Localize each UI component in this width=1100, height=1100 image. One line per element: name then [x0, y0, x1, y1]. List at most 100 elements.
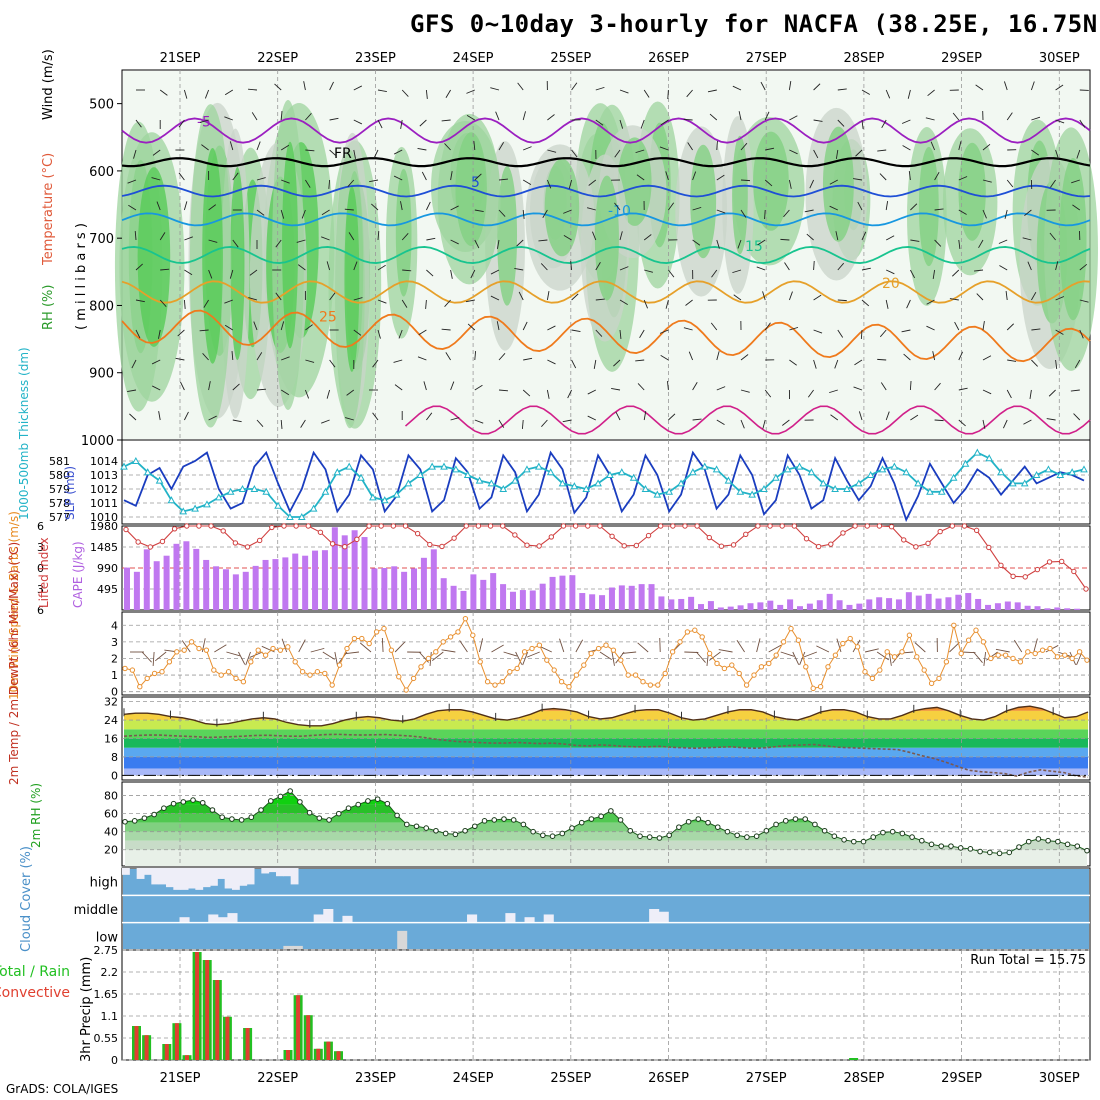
wind10m-barb	[214, 644, 227, 653]
rh-marker	[841, 837, 847, 843]
run-total-label: Run Total = 15.75	[970, 953, 1086, 968]
slp-marker	[783, 465, 792, 473]
cloud-level-label: high	[90, 876, 118, 891]
li-marker	[657, 523, 664, 529]
wind-barb	[466, 89, 475, 94]
wind10m-marker	[558, 679, 565, 685]
wind-barb	[619, 329, 622, 339]
li-marker	[815, 543, 822, 550]
wind10m-marker	[788, 625, 794, 632]
isotherm-line	[404, 405, 1091, 435]
wind-barb	[804, 209, 814, 213]
slp-marker	[594, 479, 602, 487]
wind-barb	[881, 119, 887, 129]
wind-barb	[613, 359, 621, 367]
wind-label: Wind (m/s)	[41, 49, 56, 120]
precip-convective-bar	[316, 1048, 321, 1060]
rh-marker	[374, 796, 381, 802]
rh-marker	[1084, 847, 1090, 854]
wind-barb	[789, 326, 799, 331]
cape-bar	[787, 599, 794, 610]
wind10m-barb	[961, 651, 976, 654]
wind-barb	[401, 299, 408, 308]
cape-bar	[292, 553, 299, 610]
wind10m-barb	[983, 651, 987, 666]
rh-marker	[598, 813, 604, 820]
slp-marker	[973, 448, 982, 456]
wind-barb	[1050, 179, 1056, 188]
cape-bar	[351, 530, 358, 610]
wind-barb	[902, 145, 911, 151]
wind-barb	[248, 297, 258, 301]
rh-shade	[753, 131, 789, 231]
rh-marker	[413, 823, 420, 830]
wind-barb	[305, 113, 312, 121]
wind10m-marker	[817, 684, 824, 690]
wind-barb	[813, 149, 819, 159]
slp-marker	[890, 462, 899, 470]
cape-bar	[886, 598, 893, 610]
cape-label: CAPE (J/kg)	[71, 541, 85, 608]
wind-barb	[716, 239, 720, 249]
rh-shade	[544, 158, 580, 257]
wind-barb	[858, 411, 863, 421]
wind-barb	[668, 269, 675, 278]
wind-barb	[789, 359, 797, 366]
wind10m-marker	[359, 635, 365, 642]
slp-marker	[191, 504, 199, 512]
li-marker	[670, 523, 676, 529]
cape-bar	[391, 566, 398, 610]
wind-barb	[158, 411, 161, 421]
wind-barb	[1076, 149, 1081, 159]
top-date-label: 23SEP	[355, 51, 396, 66]
li-marker	[888, 524, 895, 530]
li-marker	[718, 543, 725, 549]
cloud-cell-middle	[505, 913, 516, 923]
wind-barb	[229, 269, 234, 279]
precip-convective-bar	[174, 1023, 179, 1060]
wind-barb	[982, 209, 987, 219]
wind-barb	[788, 179, 792, 189]
temp-tick-label: 32	[104, 696, 118, 709]
wind-barb	[619, 89, 629, 94]
wind10m-barb	[459, 640, 468, 653]
wind-barb	[329, 117, 339, 121]
li-marker	[500, 523, 506, 529]
wind-barb	[877, 358, 887, 361]
wind10m-barb	[359, 642, 372, 653]
li-marker	[184, 523, 190, 529]
wind10m-barb	[152, 651, 155, 666]
isotherm-label: 25	[319, 310, 337, 326]
wind-barb	[765, 147, 775, 151]
rh-marker	[540, 832, 546, 839]
wind-barb	[444, 299, 451, 307]
temp-tick-label: 0	[111, 769, 118, 782]
y-tick-label: 600	[89, 165, 114, 180]
slp-marker	[511, 476, 519, 484]
wind-barb	[586, 207, 596, 211]
slp-marker	[297, 512, 306, 520]
cape-bar	[658, 596, 665, 610]
cloud-level-label: middle	[74, 903, 118, 918]
wind-barb	[131, 359, 137, 369]
wind-barb	[668, 413, 676, 421]
wind10m-barb	[836, 638, 842, 653]
cloud-panel: high middle low Cloud Cover (%)	[19, 846, 1091, 952]
rh-line	[124, 790, 1088, 854]
rh-marker	[190, 797, 196, 803]
cape-bar	[232, 574, 239, 610]
wind-barb	[177, 329, 185, 337]
wind-barb	[861, 299, 870, 307]
temp-bands	[124, 706, 1088, 776]
slp-axis-title: SLP (mb)	[63, 466, 77, 520]
wind-barb	[393, 175, 403, 181]
precip-label: 3hr Precip (mm)	[79, 957, 94, 1062]
cape-bar	[1014, 602, 1021, 610]
cape-bar	[1024, 605, 1031, 610]
wind-barb	[498, 353, 506, 361]
cape-bar	[519, 590, 526, 610]
cape-bar	[124, 567, 130, 610]
wind10m-marker	[951, 622, 957, 628]
slp-marker	[985, 454, 994, 462]
